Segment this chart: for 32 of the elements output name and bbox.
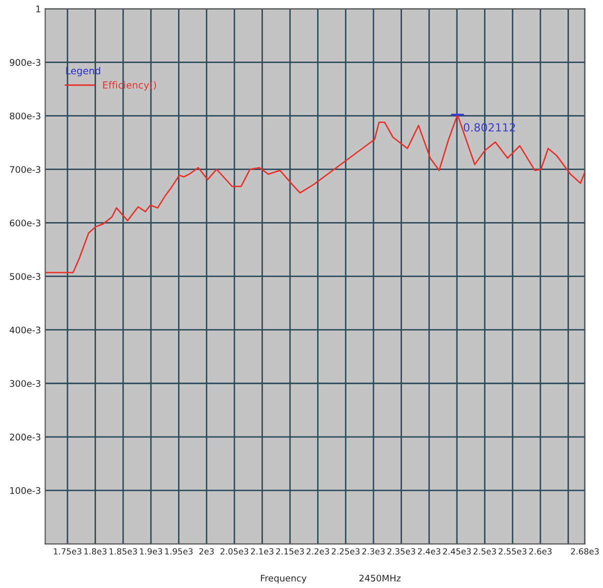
x-tick-label: 2.25e3 xyxy=(332,548,360,555)
x-tick-label: 2.4e3 xyxy=(418,548,440,555)
x-tick-label: 2.45e3 xyxy=(443,548,471,555)
text: 2450MHz xyxy=(359,574,401,582)
x-tick-label: 1.75e3 xyxy=(54,548,82,555)
y-tick-label: 600e-3 xyxy=(10,220,40,226)
y-tick-label: 700e-3 xyxy=(10,166,40,173)
y-tick-label: 1 xyxy=(36,6,40,12)
x-tick-label: 2.6e3 xyxy=(529,548,552,555)
x-tick-label: 2.55e3 xyxy=(498,548,526,555)
x-tick-label: 1.8e3 xyxy=(84,548,106,555)
x-tick-label: 2e3 xyxy=(199,548,214,555)
x-tick-label: 1.9e3 xyxy=(140,548,162,555)
x-tick-label: 2.68e3 xyxy=(571,548,599,555)
x-tick-label: 2.1e3 xyxy=(250,548,274,555)
x-tick-label: 2.05e3 xyxy=(220,548,248,555)
y-tick-label: 900e-3 xyxy=(10,59,40,66)
line-series xyxy=(45,114,585,274)
x-tick-label: 2.35e3 xyxy=(387,548,416,555)
x-tick-label: 1.95e3 xyxy=(165,548,193,555)
x-tick-label: 2.15e3 xyxy=(276,548,304,555)
y-tick-label: 300e-3 xyxy=(10,380,40,387)
y-tick-label: 200e-3 xyxy=(10,434,40,440)
y-tick-label: 100e-3 xyxy=(10,487,40,494)
x-tick-label: 2.2e3 xyxy=(306,548,330,555)
x-tick-label: 2.3e3 xyxy=(362,548,385,555)
x-axis-title: Frequency xyxy=(260,574,306,584)
y-tick-label: 500e-3 xyxy=(10,273,40,280)
y-tick-label: 800e-3 xyxy=(10,112,40,120)
x-tick-label: 2.5e3 xyxy=(474,548,496,555)
y-tick-label: 400e-3 xyxy=(10,326,40,334)
x-tick-label: 1.85e3 xyxy=(110,548,137,555)
